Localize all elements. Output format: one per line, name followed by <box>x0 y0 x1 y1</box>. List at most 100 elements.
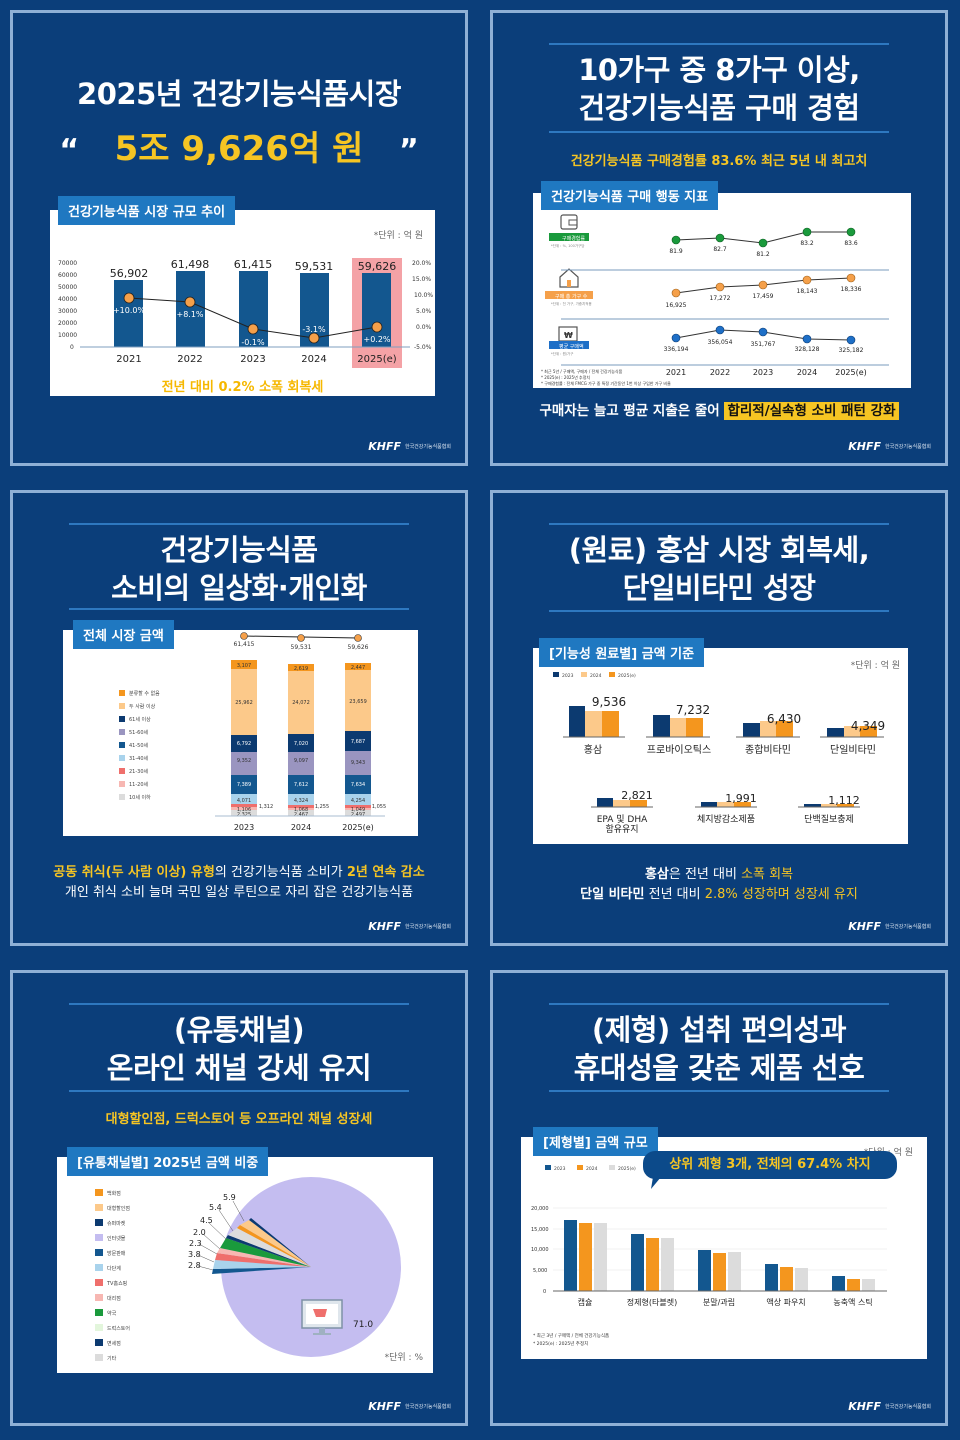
svg-text:20,000: 20,000 <box>531 1206 549 1212</box>
svg-text:2.8: 2.8 <box>188 1261 201 1270</box>
card-tag: [기능성 원료별] 금액 기준 <box>539 638 705 667</box>
svg-text:15.0%: 15.0% <box>412 276 431 283</box>
svg-text:다단계: 다단계 <box>107 1265 121 1272</box>
svg-text:5,000: 5,000 <box>533 1268 547 1274</box>
svg-text:2022: 2022 <box>710 368 730 377</box>
svg-text:83.2: 83.2 <box>800 240 814 247</box>
svg-text:3,107: 3,107 <box>237 663 251 669</box>
svg-text:1,312: 1,312 <box>259 804 273 810</box>
svg-text:2025(e): 2025(e) <box>835 368 867 377</box>
divider <box>69 608 409 610</box>
divider <box>549 131 889 133</box>
svg-text:25,962: 25,962 <box>235 700 253 706</box>
svg-text:30000: 30000 <box>58 308 77 315</box>
row-note: *단위 : 원/가구 <box>551 352 574 356</box>
svg-text:61,498: 61,498 <box>171 258 210 271</box>
svg-text:9,536: 9,536 <box>592 695 626 709</box>
khff-logo: KHFF 한국건강기능식품협회 <box>848 1400 931 1413</box>
svg-text:18,336: 18,336 <box>841 286 862 293</box>
row-label-households: 구매 총 가구 수 <box>555 294 588 300</box>
svg-text:0: 0 <box>70 344 74 351</box>
svg-text:2022: 2022 <box>177 354 202 365</box>
panel4-summary: 홍삼은 전년 대비 소폭 회복 단일 비타민 전년 대비 2.8% 성장하며 성… <box>580 867 858 902</box>
svg-text:체지방감소제품: 체지방감소제품 <box>697 813 755 825</box>
total-market-card: 전체 시장 금액 분류할 수 없음 두 사람 이상 61세 이상 51-60세 … <box>63 620 418 836</box>
highlight-box: 합리적/실속형 소비 패턴 강화 <box>724 402 899 420</box>
market-total-value: 5조 9,626억 원 <box>114 129 364 169</box>
svg-text:2024: 2024 <box>797 368 817 377</box>
svg-text:5.4: 5.4 <box>209 1203 222 1212</box>
channel-card: [유통채널별] 2025년 금액 비중 *단위 : % 백화점 대형할인점 슈퍼… <box>57 1147 433 1373</box>
svg-text:2023: 2023 <box>554 1166 566 1172</box>
svg-text:81.9: 81.9 <box>669 248 683 255</box>
svg-text:336,194: 336,194 <box>664 346 689 353</box>
divider <box>69 523 409 525</box>
svg-text:56,902: 56,902 <box>110 267 149 280</box>
svg-text:356,054: 356,054 <box>708 339 733 346</box>
channel-pie-chart: 백화점 대형할인점 슈퍼마켓 인터넷몰 방문판매 다단계 TV홈쇼핑 대리점 약… <box>95 1177 401 1362</box>
footnote: * 2025(e) : 2025년 추정치 <box>533 1342 589 1347</box>
svg-text:7,634: 7,634 <box>351 782 365 788</box>
svg-text:1,049: 1,049 <box>351 807 365 813</box>
svg-text:약국: 약국 <box>107 1310 117 1317</box>
svg-text:방문판매: 방문판매 <box>107 1250 126 1257</box>
market-size-chart: 70000 60000 50000 40000 30000 20000 10000 0 2… <box>58 258 433 368</box>
unit-label: *단위 : 억 원 <box>373 231 423 241</box>
ingredient-bar-chart: 2023 2024 2025(e) 9,536 7,232 6,430 4,349 홍… <box>553 672 885 835</box>
svg-text:6,792: 6,792 <box>237 741 251 747</box>
svg-text:1,068: 1,068 <box>294 807 308 813</box>
svg-text:기타: 기타 <box>107 1355 117 1362</box>
panel3-title-line1: 건강기능식품 <box>160 533 318 567</box>
market-size-card: 건강기능식품 시장 규모 추이 *단위 : 억 원 70000 60000 5000… <box>50 196 435 396</box>
svg-text:3.8: 3.8 <box>188 1250 201 1259</box>
svg-text:7,389: 7,389 <box>237 782 251 788</box>
khff-logo: KHFF 한국건강기능식품협회 <box>368 1400 451 1413</box>
card-tag: [제형별] 금액 규모 <box>533 1127 658 1156</box>
svg-text:61,415: 61,415 <box>234 641 255 648</box>
svg-text:5.9: 5.9 <box>223 1193 236 1202</box>
svg-text:두 사람 이상: 두 사람 이상 <box>129 703 156 710</box>
svg-text:2024: 2024 <box>590 673 602 679</box>
stacked-bar-chart: 분류할 수 없음 두 사람 이상 61세 이상 51-60세 41-50세 31… <box>119 632 386 832</box>
ingredient-card: [기능성 원료별] 금액 기준 *단위 : 억 원 2023 2024 2025… <box>533 638 908 844</box>
svg-text:대리점: 대리점 <box>107 1295 121 1302</box>
panel6-title-line1: (제형) 섭취 편의성과 <box>591 1013 847 1047</box>
panel1-title: 2025년 건강기능식품시장 <box>77 77 401 111</box>
svg-text:17,459: 17,459 <box>753 293 774 300</box>
svg-text:+10.0%: +10.0% <box>113 306 146 315</box>
svg-text:+0.2%: +0.2% <box>363 335 390 344</box>
svg-text:9,097: 9,097 <box>294 758 308 764</box>
row-label-experience: 구매경험률 <box>562 236 586 242</box>
svg-text:82.7: 82.7 <box>713 246 727 253</box>
svg-text:단백질보충제: 단백질보충제 <box>804 813 854 825</box>
panel-consumption-trend: 건강기능식품 소비의 일상화·개인화 전체 시장 금액 분류할 수 없음 두 사… <box>10 490 468 946</box>
svg-text:TV홈쇼핑: TV홈쇼핑 <box>106 1280 127 1287</box>
svg-text:60000: 60000 <box>58 272 77 279</box>
svg-text:71.0: 71.0 <box>353 1320 373 1330</box>
svg-text:2023: 2023 <box>753 368 773 377</box>
svg-text:2025(e): 2025(e) <box>357 354 397 365</box>
panel5-subtitle: 대형할인점, 드럭스토어 등 오프라인 채널 성장세 <box>105 1112 373 1127</box>
svg-text:10세 이하: 10세 이하 <box>129 794 151 801</box>
panel-purchase-behavior: 10가구 중 8가구 이상, 건강기능식품 구매 경험 건강기능식품 구매경험률… <box>490 10 948 466</box>
svg-text:EPA 및 DHA: EPA 및 DHA <box>597 813 648 825</box>
panel-ingredients: (원료) 홍삼 시장 회복세, 단일비타민 성장 [기능성 원료별] 금액 기준… <box>490 490 948 946</box>
svg-text:10.0%: 10.0% <box>414 292 433 299</box>
svg-text:7,687: 7,687 <box>351 739 365 745</box>
row-note: *단위 : %, 100가구당 <box>551 244 585 248</box>
khff-logo: KHFF 한국건강기능식품협회 <box>368 920 451 933</box>
divider <box>549 1003 889 1005</box>
panel2-summary: 구매자는 늘고 평균 지출은 줄어 합리적/실속형 소비 패턴 강화 <box>493 401 945 421</box>
svg-text:0: 0 <box>543 1289 546 1295</box>
card-tag: 건강기능식품 구매 행동 지표 <box>541 181 719 210</box>
khff-logo: KHFF 한국건강기능식품협회 <box>848 440 931 453</box>
svg-text:1,255: 1,255 <box>315 804 329 810</box>
svg-text:18,143: 18,143 <box>797 288 818 295</box>
footnote: * 최근 5년 / 구매액, 구매자 / 전체 건강기능식품 <box>541 369 623 374</box>
panel5-title-line1: (유통채널) <box>173 1013 305 1047</box>
svg-text:7,020: 7,020 <box>294 741 308 747</box>
svg-text:단일비타민: 단일비타민 <box>830 744 876 756</box>
divider <box>549 43 889 45</box>
panel4-title-line2: 단일비타민 성장 <box>622 571 816 605</box>
panel-market-size: 2025년 건강기능식품시장 “ 5조 9,626억 원 ” 건강기능식품 시장… <box>10 10 468 466</box>
